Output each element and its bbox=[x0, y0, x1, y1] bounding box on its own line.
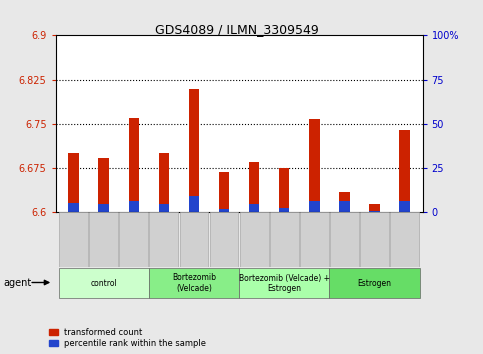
Bar bbox=[279, 208, 289, 212]
FancyBboxPatch shape bbox=[240, 212, 269, 267]
Text: agent: agent bbox=[4, 278, 32, 288]
Bar bbox=[249, 204, 259, 212]
Text: GDS4089 / ILMN_3309549: GDS4089 / ILMN_3309549 bbox=[155, 23, 319, 36]
FancyBboxPatch shape bbox=[59, 212, 88, 267]
Bar bbox=[99, 158, 109, 212]
Bar bbox=[279, 168, 289, 212]
Bar bbox=[158, 153, 169, 212]
Bar bbox=[99, 204, 109, 212]
FancyBboxPatch shape bbox=[360, 212, 389, 267]
FancyBboxPatch shape bbox=[149, 268, 239, 298]
FancyBboxPatch shape bbox=[270, 212, 298, 267]
Bar bbox=[399, 130, 410, 212]
Bar bbox=[189, 88, 199, 212]
Bar bbox=[219, 172, 229, 212]
Bar bbox=[339, 192, 350, 212]
Bar bbox=[219, 209, 229, 212]
Bar bbox=[399, 201, 410, 212]
Bar bbox=[249, 162, 259, 212]
Bar bbox=[189, 196, 199, 212]
FancyBboxPatch shape bbox=[180, 212, 208, 267]
Bar bbox=[128, 118, 139, 212]
FancyBboxPatch shape bbox=[329, 268, 420, 298]
Text: Bortezomib (Velcade) +
Estrogen: Bortezomib (Velcade) + Estrogen bbox=[239, 274, 330, 293]
Bar bbox=[369, 204, 380, 212]
Text: control: control bbox=[90, 279, 117, 288]
FancyBboxPatch shape bbox=[149, 212, 178, 267]
Text: Bortezomib
(Velcade): Bortezomib (Velcade) bbox=[172, 274, 216, 293]
FancyBboxPatch shape bbox=[330, 212, 359, 267]
FancyBboxPatch shape bbox=[210, 212, 239, 267]
FancyBboxPatch shape bbox=[390, 212, 419, 267]
FancyBboxPatch shape bbox=[89, 212, 118, 267]
Bar bbox=[128, 201, 139, 212]
Legend: transformed count, percentile rank within the sample: transformed count, percentile rank withi… bbox=[48, 326, 208, 350]
Text: Estrogen: Estrogen bbox=[357, 279, 392, 288]
Bar bbox=[369, 211, 380, 212]
Bar bbox=[68, 203, 79, 212]
FancyBboxPatch shape bbox=[58, 268, 149, 298]
Bar bbox=[309, 201, 320, 212]
FancyBboxPatch shape bbox=[119, 212, 148, 267]
FancyBboxPatch shape bbox=[239, 268, 329, 298]
Bar bbox=[158, 204, 169, 212]
FancyBboxPatch shape bbox=[300, 212, 329, 267]
Bar bbox=[309, 119, 320, 212]
Bar bbox=[339, 201, 350, 212]
Bar bbox=[68, 153, 79, 212]
